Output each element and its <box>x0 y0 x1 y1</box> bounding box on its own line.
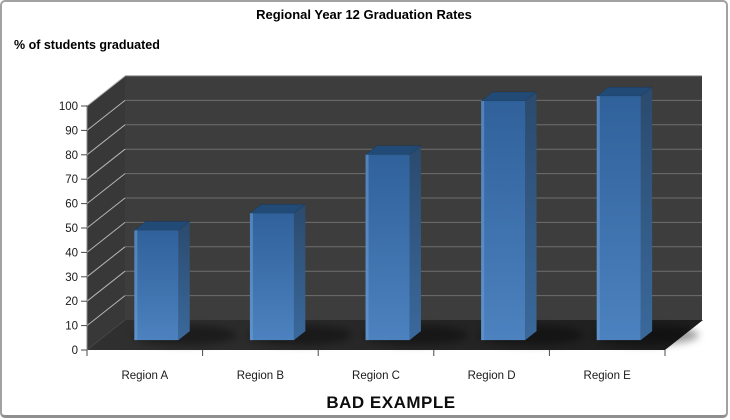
y-tick-label: 30 <box>65 272 78 284</box>
caption-bad-example: BAD EXAMPLE <box>326 393 456 412</box>
x-category-label: Region D <box>468 370 516 382</box>
y-tick-label: 90 <box>65 125 78 137</box>
bar-front-face <box>134 230 179 341</box>
bar-edge-highlight <box>249 213 253 341</box>
bar-region-d <box>479 91 584 346</box>
bar-edge-highlight <box>134 230 138 341</box>
y-tick-label: 10 <box>65 321 78 333</box>
y-tick-label: 100 <box>59 101 78 113</box>
bar-front-face <box>249 213 294 341</box>
bar-side-face <box>178 221 190 341</box>
bar-region-c <box>363 145 468 346</box>
gridline-side <box>86 100 126 131</box>
bar-region-a <box>132 221 237 346</box>
bar-side-face <box>640 87 653 341</box>
gridline-side <box>86 270 126 302</box>
y-tick-label: 20 <box>65 296 78 308</box>
gridline-side <box>86 295 126 326</box>
y-tick-label: 70 <box>65 174 78 186</box>
bar-front-face <box>596 96 641 341</box>
gridline-side <box>86 124 126 156</box>
bar-region-e <box>594 86 699 346</box>
y-tick-label: 60 <box>65 199 78 211</box>
gridline-side <box>86 148 126 180</box>
chart-title: Regional Year 12 Graduation Rates <box>256 7 472 22</box>
bar-front-face <box>365 154 410 341</box>
x-category-label: Region A <box>121 370 168 382</box>
bar-side-face <box>293 204 306 341</box>
bar-front-face <box>481 100 526 341</box>
x-category-label: Region C <box>352 370 400 382</box>
bar-edge-highlight <box>481 100 485 341</box>
x-category-label: Region E <box>584 370 632 382</box>
y-tick-label: 0 <box>72 345 78 357</box>
y-tick-label: 80 <box>65 150 78 162</box>
gridline-side <box>86 246 126 278</box>
y-tick-label: 50 <box>65 223 78 235</box>
gridline-side <box>86 197 126 229</box>
gridline-side <box>86 222 126 253</box>
bar-side-face <box>409 145 421 341</box>
bar-edge-highlight <box>365 154 369 341</box>
gridline-side <box>86 173 126 204</box>
bar-side-face <box>525 91 537 341</box>
bar-edge-highlight <box>596 96 600 341</box>
bar-region-b <box>247 203 352 346</box>
gridline-side <box>86 75 126 107</box>
x-category-label: Region B <box>237 370 285 382</box>
y-axis-title: % of students graduated <box>14 38 160 52</box>
y-tick-label: 40 <box>65 247 78 259</box>
